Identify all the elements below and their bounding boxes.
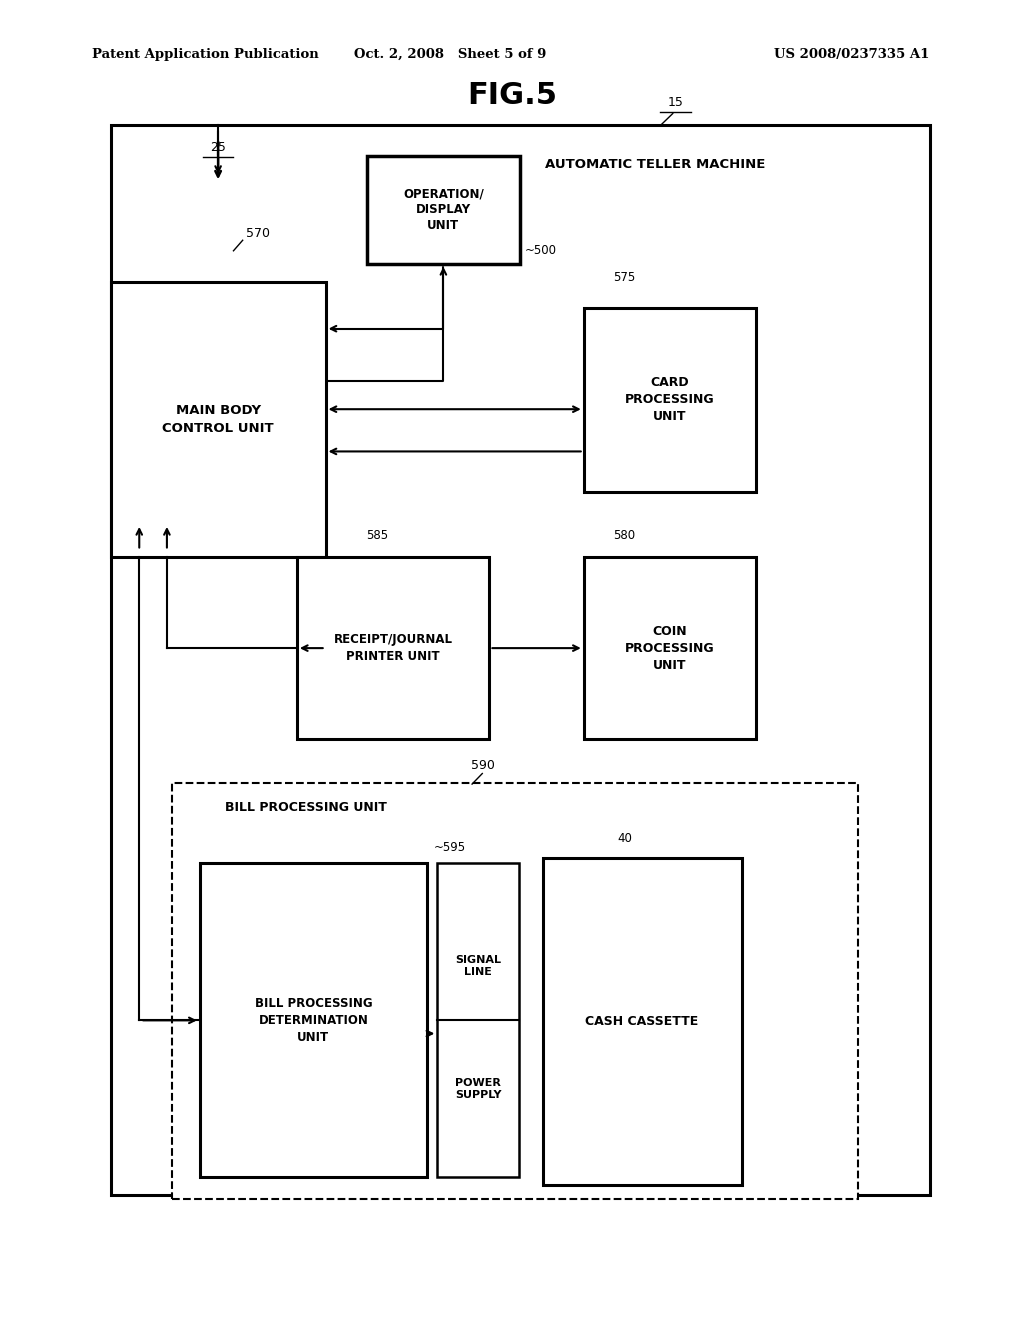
Text: 570: 570 (246, 227, 269, 240)
Text: US 2008/0237335 A1: US 2008/0237335 A1 (774, 48, 930, 61)
Text: 580: 580 (613, 529, 636, 543)
Text: ~595: ~595 (434, 841, 466, 854)
Bar (543, 858, 742, 1185)
Text: COIN
PROCESSING
UNIT: COIN PROCESSING UNIT (625, 624, 715, 672)
Text: OPERATION/
DISPLAY
UNIT: OPERATION/ DISPLAY UNIT (403, 187, 483, 232)
Text: FIG.5: FIG.5 (467, 81, 557, 110)
Text: 40: 40 (617, 832, 633, 845)
Bar (297, 557, 489, 739)
Bar (111, 125, 930, 1195)
Bar (437, 863, 519, 1177)
Text: AUTOMATIC TELLER MACHINE: AUTOMATIC TELLER MACHINE (545, 158, 766, 172)
Text: ~500: ~500 (524, 244, 556, 257)
Bar (367, 156, 520, 264)
Text: BILL PROCESSING
DETERMINATION
UNIT: BILL PROCESSING DETERMINATION UNIT (255, 997, 372, 1044)
Text: CARD
PROCESSING
UNIT: CARD PROCESSING UNIT (625, 376, 715, 424)
Text: Patent Application Publication: Patent Application Publication (92, 48, 318, 61)
Text: CASH CASSETTE: CASH CASSETTE (586, 1015, 698, 1028)
Text: SIGNAL
LINE: SIGNAL LINE (456, 956, 501, 977)
Text: 590: 590 (471, 759, 496, 772)
Bar (200, 863, 427, 1177)
Text: 15: 15 (668, 96, 684, 110)
Text: Oct. 2, 2008   Sheet 5 of 9: Oct. 2, 2008 Sheet 5 of 9 (354, 48, 547, 61)
Bar (584, 308, 756, 492)
Bar (584, 557, 756, 739)
Text: 575: 575 (613, 271, 636, 284)
Text: 585: 585 (367, 529, 389, 543)
Text: RECEIPT/JOURNAL
PRINTER UNIT: RECEIPT/JOURNAL PRINTER UNIT (334, 634, 453, 663)
Text: 25: 25 (210, 141, 226, 154)
Bar (111, 282, 326, 557)
Text: POWER
SUPPLY: POWER SUPPLY (455, 1078, 502, 1100)
Bar (172, 783, 858, 1199)
Text: BILL PROCESSING UNIT: BILL PROCESSING UNIT (225, 801, 387, 814)
Text: MAIN BODY
CONTROL UNIT: MAIN BODY CONTROL UNIT (162, 404, 274, 436)
